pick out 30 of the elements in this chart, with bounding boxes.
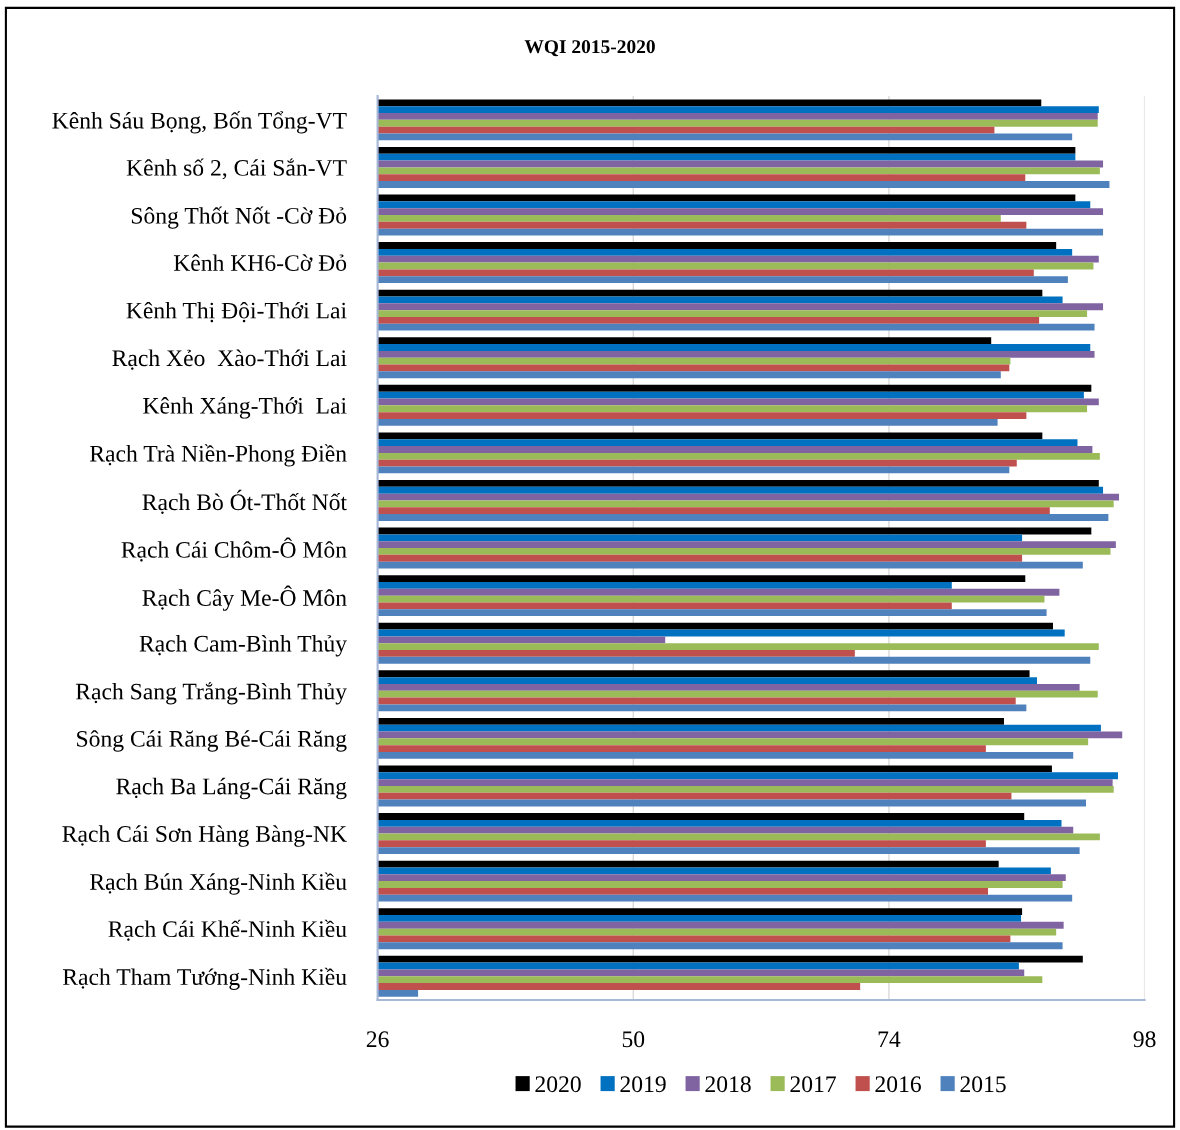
chart-title: WQI 2015-2020 (524, 40, 655, 57)
legend-label: 2015 (960, 1076, 1006, 1093)
x-tick-label: 26 (366, 1031, 389, 1048)
y-tick-label: Rạch Tham Tướng-Ninh Kiều (62, 967, 347, 990)
y-tick-label: Rạch Bò Ót-Thốt Nốt (142, 489, 347, 514)
y-tick-label: Sông Cái Răng Bé-Cái Răng (77, 730, 347, 752)
x-tick-label: 50 (622, 1031, 645, 1048)
y-tick-label: Kênh Thị Đội-Thới Lai (126, 301, 347, 323)
y-tick-label: Rạch Sang Trắng-Bình Thủy (75, 682, 347, 705)
y-tick-label: Rạch Cái Chôm-Ô Môn (121, 537, 347, 562)
x-tick-label: 98 (1133, 1031, 1156, 1048)
y-tick-label: Kênh KH6-Cờ Đỏ (173, 254, 347, 271)
y-tick-label: Rạch Ba Láng-Cái Răng (116, 777, 347, 800)
legend-label: 2018 (705, 1076, 751, 1093)
y-tick-label: Rạch Bún Xáng-Ninh Kiều (90, 872, 347, 895)
y-tick-label: Rạch Xẻo Xào-Thới Lai (112, 349, 347, 370)
y-tick-label: Rạch Cây Me-Ô Môn (142, 585, 347, 611)
x-tick-label: 74 (878, 1031, 901, 1047)
y-tick-label: Rạch Trà Niền-Phong Điền (89, 444, 347, 467)
y-tick-label: Sông Thốt Nốt -Cờ Đỏ (131, 206, 347, 229)
y-tick-label: Rạch Cái Khế-Ninh Kiều (108, 919, 347, 941)
legend-label: 2019 (620, 1076, 666, 1093)
legend-label: 2020 (535, 1076, 581, 1093)
legend-label: 2017 (790, 1076, 836, 1093)
y-tick-label: Kênh Sáu Bọng, Bốn Tổng-VT (52, 111, 347, 134)
y-tick-label: Rạch Cái Sơn Hàng Bàng-NK (62, 825, 347, 847)
y-tick-label: Kênh số 2, Cái Sắn-VT (126, 158, 347, 180)
y-tick-label: Rạch Cam-Bình Thủy (139, 635, 347, 657)
legend-label: 2016 (875, 1076, 921, 1093)
y-tick-label: Kênh Xáng-Thới Lai (143, 397, 347, 419)
